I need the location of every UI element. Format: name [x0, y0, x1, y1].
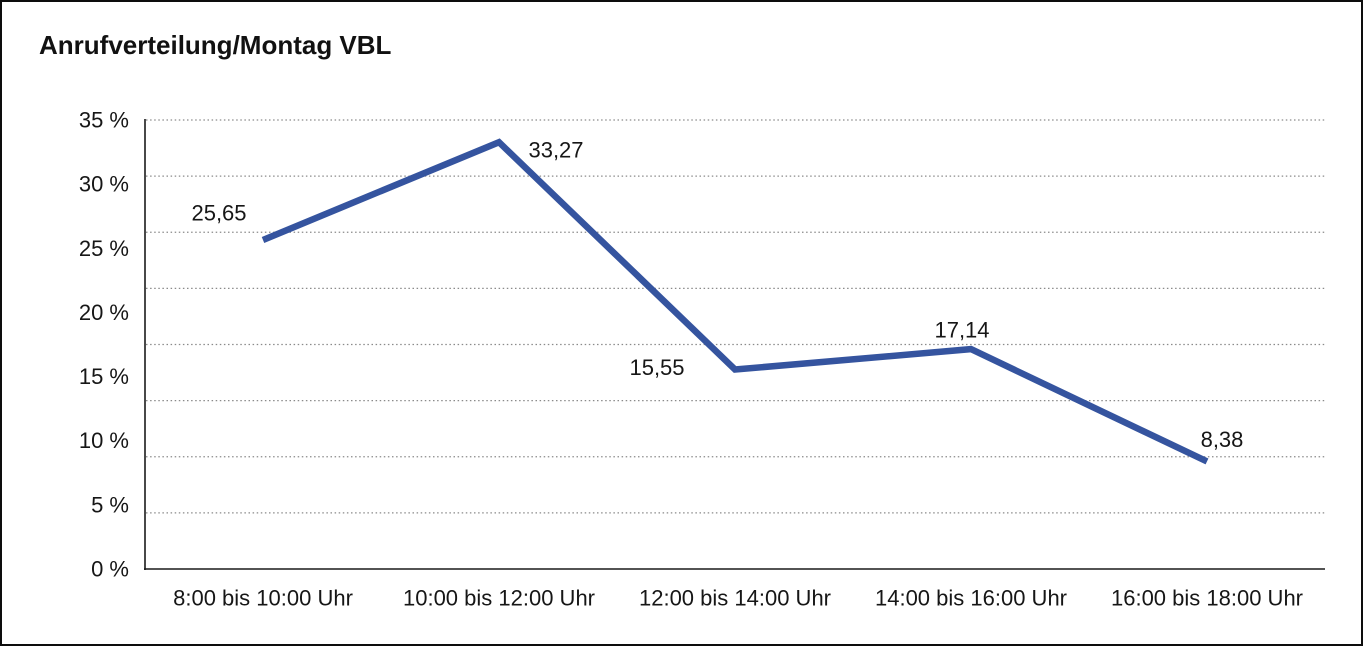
x-category-label: 12:00 bis 14:00 Uhr — [639, 586, 831, 611]
data-point-label: 15,55 — [629, 355, 684, 380]
data-point-label: 33,27 — [528, 138, 583, 163]
y-tick-label: 30 % — [79, 172, 129, 197]
data-line — [261, 138, 1209, 465]
y-tick-label: 35 % — [79, 108, 129, 133]
y-tick-label: 15 % — [79, 364, 129, 389]
x-category-label: 16:00 bis 18:00 Uhr — [1111, 586, 1303, 611]
x-category-label: 14:00 bis 16:00 Uhr — [875, 586, 1067, 611]
y-tick-label: 10 % — [79, 428, 129, 453]
data-point-label: 8,38 — [1201, 427, 1244, 452]
y-tick-label: 25 % — [79, 236, 129, 261]
data-point-label: 17,14 — [934, 318, 989, 343]
x-category-label: 10:00 bis 12:00 Uhr — [403, 586, 595, 611]
y-tick-label: 5 % — [91, 492, 129, 517]
y-tick-label: 20 % — [79, 300, 129, 325]
chart-title: Anrufverteilung/Montag VBL — [39, 30, 392, 60]
x-category-label: 8:00 bis 10:00 Uhr — [173, 586, 353, 611]
data-point-label: 25,65 — [191, 200, 246, 225]
y-tick-label: 0 % — [91, 557, 129, 582]
